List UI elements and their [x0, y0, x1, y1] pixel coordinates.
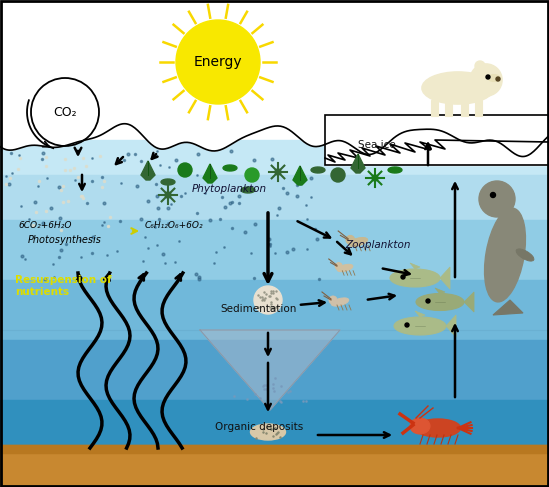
Bar: [0, 0, 549, 140]
Polygon shape: [440, 267, 450, 289]
Text: Sedimentation: Sedimentation: [220, 304, 296, 314]
Polygon shape: [241, 187, 255, 193]
Text: C₆H₁₂O₆+6O₂: C₆H₁₂O₆+6O₂: [145, 221, 204, 230]
Polygon shape: [390, 144, 400, 165]
Text: Zooplankton: Zooplankton: [345, 240, 411, 250]
Polygon shape: [446, 315, 456, 337]
Bar: [0, 400, 549, 445]
Polygon shape: [435, 140, 549, 165]
Polygon shape: [376, 146, 400, 165]
Text: Energy: Energy: [194, 55, 242, 69]
Polygon shape: [405, 143, 430, 165]
Ellipse shape: [488, 75, 500, 81]
Circle shape: [405, 323, 409, 327]
Text: Organic deposits: Organic deposits: [215, 422, 303, 432]
Polygon shape: [435, 288, 445, 294]
Bar: [461, 100, 468, 116]
Text: CO₂: CO₂: [53, 106, 77, 118]
Text: 6CO₂+6H₂O: 6CO₂+6H₂O: [18, 221, 71, 230]
Polygon shape: [338, 153, 358, 165]
Polygon shape: [362, 148, 385, 165]
Circle shape: [329, 296, 337, 304]
Polygon shape: [376, 146, 385, 165]
Ellipse shape: [516, 249, 534, 261]
Bar: [475, 100, 482, 116]
Polygon shape: [390, 144, 415, 165]
Ellipse shape: [416, 419, 461, 437]
Polygon shape: [493, 300, 523, 315]
Polygon shape: [141, 161, 155, 180]
Ellipse shape: [349, 238, 368, 246]
Bar: [0, 445, 549, 453]
Polygon shape: [293, 166, 307, 185]
Circle shape: [401, 275, 405, 279]
Polygon shape: [420, 142, 445, 165]
Bar: [0, 445, 549, 460]
Polygon shape: [338, 153, 345, 165]
Polygon shape: [311, 167, 325, 173]
Circle shape: [178, 163, 192, 177]
Circle shape: [490, 192, 496, 198]
Ellipse shape: [394, 317, 446, 335]
Ellipse shape: [410, 418, 430, 434]
Circle shape: [165, 192, 171, 198]
Polygon shape: [464, 292, 474, 312]
Bar: [0, 175, 549, 220]
Polygon shape: [0, 0, 549, 156]
Polygon shape: [203, 164, 217, 183]
Ellipse shape: [337, 264, 353, 272]
Polygon shape: [362, 148, 370, 165]
Bar: [431, 100, 438, 116]
Polygon shape: [410, 263, 420, 269]
Bar: [0, 140, 549, 175]
Ellipse shape: [250, 424, 285, 440]
Circle shape: [479, 181, 515, 217]
Polygon shape: [350, 150, 358, 165]
Circle shape: [372, 175, 378, 181]
Polygon shape: [223, 165, 237, 171]
Ellipse shape: [390, 269, 440, 287]
Circle shape: [254, 286, 282, 314]
Bar: [0, 220, 549, 280]
Circle shape: [496, 77, 500, 81]
Circle shape: [470, 64, 502, 96]
Circle shape: [176, 20, 260, 104]
Text: Phytoplankton: Phytoplankton: [192, 184, 267, 194]
Polygon shape: [435, 140, 445, 165]
Ellipse shape: [422, 72, 494, 104]
Bar: [0, 445, 549, 487]
Circle shape: [426, 299, 430, 303]
Bar: [325, 115, 549, 165]
Polygon shape: [350, 150, 370, 165]
Polygon shape: [420, 142, 430, 165]
Polygon shape: [405, 143, 415, 165]
Circle shape: [245, 168, 259, 182]
Circle shape: [275, 169, 281, 175]
Polygon shape: [415, 311, 425, 317]
Circle shape: [331, 168, 345, 182]
Text: Photosynthesis: Photosynthesis: [28, 235, 102, 245]
Ellipse shape: [485, 208, 525, 302]
Ellipse shape: [331, 298, 349, 306]
Polygon shape: [388, 167, 402, 173]
Circle shape: [486, 75, 490, 79]
Bar: [445, 100, 452, 116]
Bar: [325, 115, 549, 165]
Text: Resuspension of
nutrients: Resuspension of nutrients: [15, 276, 111, 297]
Polygon shape: [328, 155, 335, 165]
Polygon shape: [328, 155, 345, 165]
Text: Sea ice: Sea ice: [358, 140, 396, 150]
Circle shape: [475, 61, 485, 71]
Circle shape: [335, 262, 342, 270]
Polygon shape: [200, 330, 340, 410]
Polygon shape: [325, 158, 335, 165]
Polygon shape: [351, 154, 365, 173]
Polygon shape: [161, 179, 175, 185]
Circle shape: [346, 235, 355, 244]
Bar: [0, 280, 549, 340]
Ellipse shape: [416, 294, 464, 311]
Bar: [0, 340, 549, 400]
